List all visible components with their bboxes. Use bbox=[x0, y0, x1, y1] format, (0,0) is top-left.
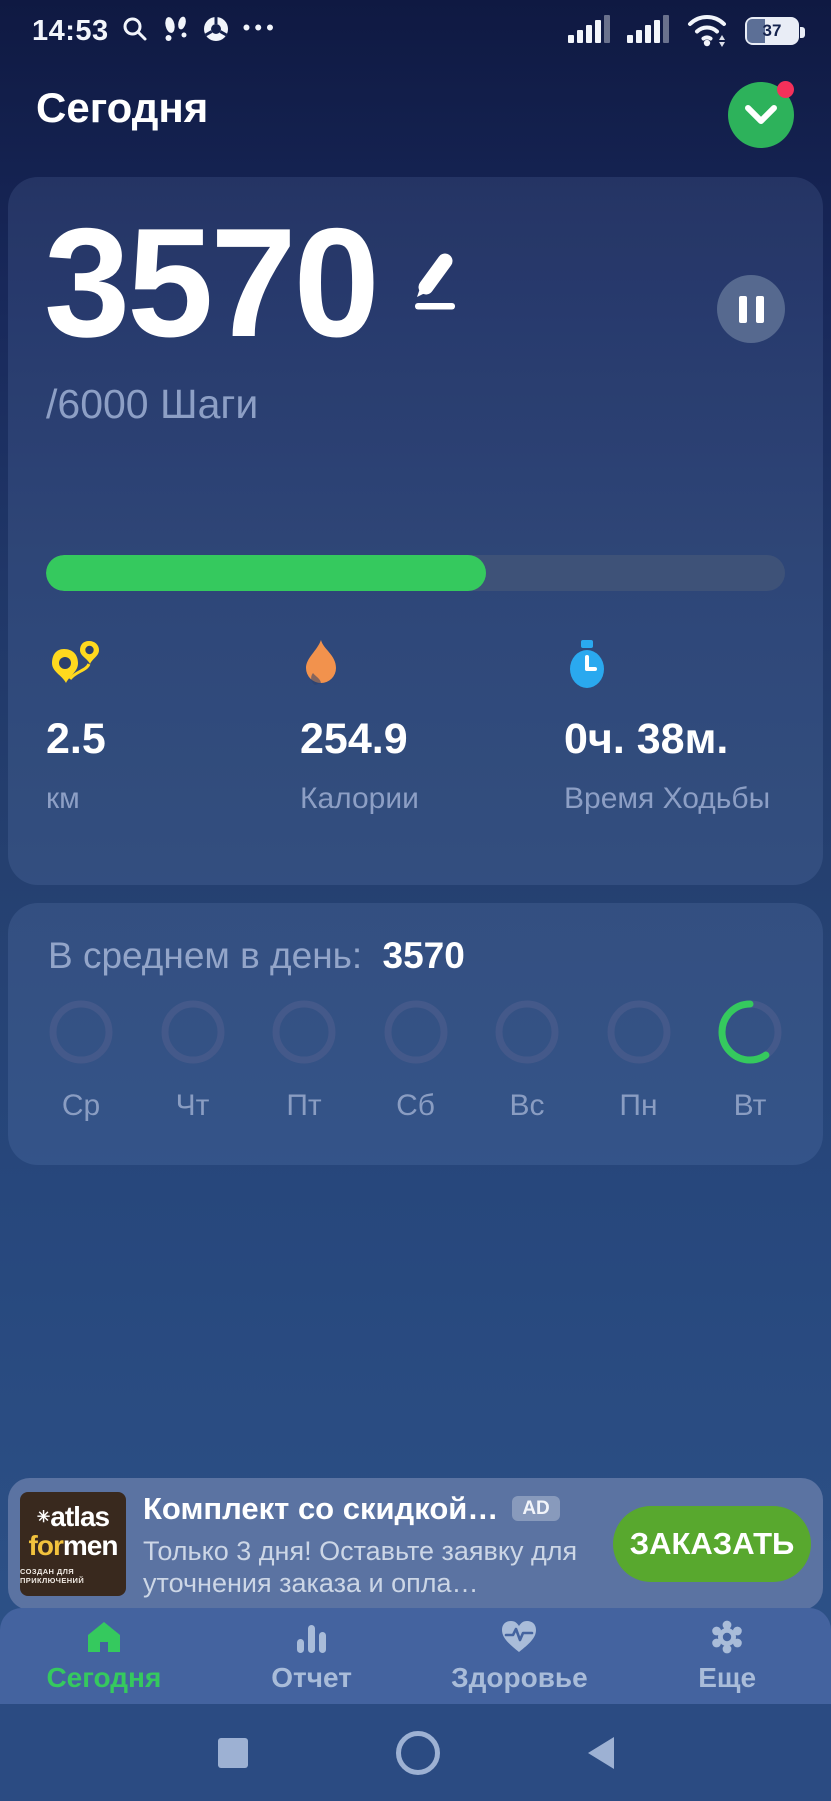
status-bar: 14:53 bbox=[0, 0, 831, 62]
heart-pulse-icon bbox=[501, 1619, 537, 1655]
gear-icon bbox=[710, 1619, 744, 1655]
daily-average-label: В среднем в день: bbox=[48, 935, 363, 976]
home-icon bbox=[87, 1619, 121, 1655]
battery-percent: 37 bbox=[762, 21, 782, 40]
walk-time-label: Время Ходьбы bbox=[564, 782, 771, 815]
distance-label: км bbox=[46, 782, 80, 815]
bar-chart-icon bbox=[296, 1619, 327, 1655]
stat-walk-time: 0ч. 38м. Время Ходьбы bbox=[564, 639, 770, 816]
ad-badge: AD bbox=[512, 1496, 560, 1522]
day-item: Чт bbox=[160, 999, 226, 1123]
week-days-row: Ср Чт Пт Сб Вс Пн bbox=[48, 999, 783, 1123]
search-icon bbox=[122, 16, 148, 47]
ad-logo-line1: atlas bbox=[50, 1500, 110, 1532]
pause-icon bbox=[738, 295, 747, 323]
calories-label: Калории bbox=[300, 782, 419, 815]
tab-report[interactable]: Отчет bbox=[208, 1608, 416, 1704]
day-item: Вс bbox=[494, 999, 560, 1123]
wifi-icon bbox=[686, 10, 732, 53]
steps-count[interactable]: 3570 bbox=[44, 196, 380, 369]
tab-health[interactable]: Здоровье bbox=[416, 1608, 624, 1704]
ad-logo-men: men bbox=[62, 1529, 119, 1561]
day-item: Ср bbox=[48, 999, 114, 1123]
palm-emblem-icon: ✳ bbox=[36, 1508, 50, 1526]
day-item: Сб bbox=[383, 999, 449, 1123]
steps-card: 3570 /6000 Шаги bbox=[8, 177, 823, 885]
walk-time-value: 0ч. 38м. bbox=[564, 715, 729, 763]
goal-check-button[interactable] bbox=[728, 81, 794, 148]
header: Сегодня bbox=[0, 66, 831, 170]
week-card: В среднем в день: 3570 Ср Чт Пт Сб В bbox=[8, 903, 823, 1165]
notification-dot bbox=[777, 81, 794, 98]
stopwatch-icon bbox=[564, 639, 770, 691]
ad-logo-for: for bbox=[28, 1529, 64, 1561]
day-item: Вт bbox=[717, 999, 783, 1123]
more-dots-icon: ••• bbox=[242, 15, 278, 40]
pencil-icon bbox=[415, 253, 455, 310]
flame-icon bbox=[300, 639, 564, 691]
day-progress-arc bbox=[718, 1000, 782, 1064]
stat-calories: 254.9 Калории bbox=[300, 639, 564, 816]
day-item: Пн bbox=[606, 999, 672, 1123]
ad-banner[interactable]: ✳atlas formen СОЗДАН ДЛЯ ПРИКЛЮЧЕНИЙ Ком… bbox=[8, 1478, 823, 1610]
distance-pins-icon bbox=[46, 639, 300, 691]
steps-progress-fill bbox=[46, 555, 486, 591]
footsteps-icon bbox=[161, 14, 189, 49]
android-nav-bar bbox=[0, 1704, 831, 1801]
ad-logo[interactable]: ✳atlas formen СОЗДАН ДЛЯ ПРИКЛЮЧЕНИЙ bbox=[20, 1492, 126, 1596]
chevron-down-icon bbox=[745, 105, 777, 124]
stats-row: 2.5 км 254.9 Калории bbox=[46, 639, 803, 816]
day-item: Пт bbox=[271, 999, 337, 1123]
steps-progress-bar bbox=[46, 555, 785, 591]
battery-fill bbox=[747, 19, 765, 43]
ad-logo-caption: СОЗДАН ДЛЯ ПРИКЛЮЧЕНИЙ bbox=[20, 1567, 85, 1586]
home-button[interactable] bbox=[395, 1730, 440, 1775]
clock-time: 14:53 bbox=[32, 14, 109, 47]
pause-button[interactable] bbox=[717, 275, 785, 343]
chrome-icon bbox=[202, 15, 230, 48]
ad-body: Только 3 дня! Оставьте заявку для уточне… bbox=[143, 1535, 578, 1598]
daily-average: В среднем в день: 3570 bbox=[48, 935, 465, 977]
daily-average-value: 3570 bbox=[382, 935, 465, 976]
battery-icon: 37 bbox=[745, 17, 805, 45]
ad-content: Комплект со скидкой… AD Только 3 дня! Ос… bbox=[126, 1489, 607, 1600]
stat-distance: 2.5 км bbox=[46, 639, 300, 816]
distance-value: 2.5 bbox=[46, 715, 106, 763]
ad-order-button[interactable]: ЗАКАЗАТЬ bbox=[613, 1506, 811, 1582]
cellular-signal-icon bbox=[568, 14, 614, 48]
back-button[interactable] bbox=[587, 1736, 614, 1769]
page-title: Сегодня bbox=[36, 84, 209, 131]
steps-goal: /6000 Шаги bbox=[46, 381, 259, 427]
tab-today[interactable]: Сегодня bbox=[0, 1608, 208, 1704]
ad-title: Комплект со скидкой… bbox=[143, 1490, 499, 1526]
tab-more[interactable]: Еще bbox=[623, 1608, 831, 1704]
recents-button[interactable] bbox=[217, 1737, 248, 1768]
calories-value: 254.9 bbox=[300, 715, 408, 763]
edit-steps-button[interactable] bbox=[406, 249, 462, 315]
cellular-signal-2-icon bbox=[627, 14, 673, 48]
bottom-tab-bar: Сегодня Отчет Здоровье bbox=[0, 1608, 831, 1704]
